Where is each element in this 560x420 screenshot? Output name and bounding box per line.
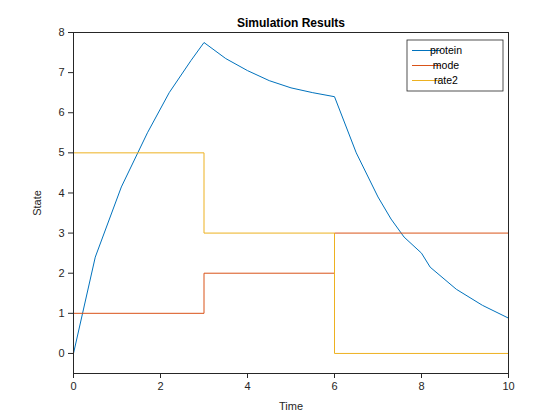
svg-text:6: 6 bbox=[58, 106, 64, 118]
svg-text:2: 2 bbox=[157, 380, 163, 392]
svg-text:3: 3 bbox=[58, 227, 64, 239]
svg-text:Simulation Results: Simulation Results bbox=[237, 16, 345, 30]
svg-text:6: 6 bbox=[331, 380, 337, 392]
svg-text:0: 0 bbox=[58, 347, 64, 359]
svg-text:rate2: rate2 bbox=[434, 74, 458, 86]
svg-text:8: 8 bbox=[58, 26, 64, 38]
svg-text:7: 7 bbox=[58, 66, 64, 78]
svg-text:5: 5 bbox=[58, 146, 64, 158]
svg-text:2: 2 bbox=[58, 267, 64, 279]
svg-text:Time: Time bbox=[279, 400, 303, 412]
svg-text:10: 10 bbox=[502, 380, 514, 392]
svg-text:4: 4 bbox=[244, 380, 250, 392]
svg-text:protein: protein bbox=[430, 44, 462, 56]
svg-text:4: 4 bbox=[58, 186, 64, 198]
svg-text:mode: mode bbox=[433, 59, 459, 71]
svg-text:State: State bbox=[31, 190, 43, 216]
svg-text:1: 1 bbox=[58, 307, 64, 319]
svg-text:8: 8 bbox=[418, 380, 424, 392]
svg-text:0: 0 bbox=[70, 380, 76, 392]
